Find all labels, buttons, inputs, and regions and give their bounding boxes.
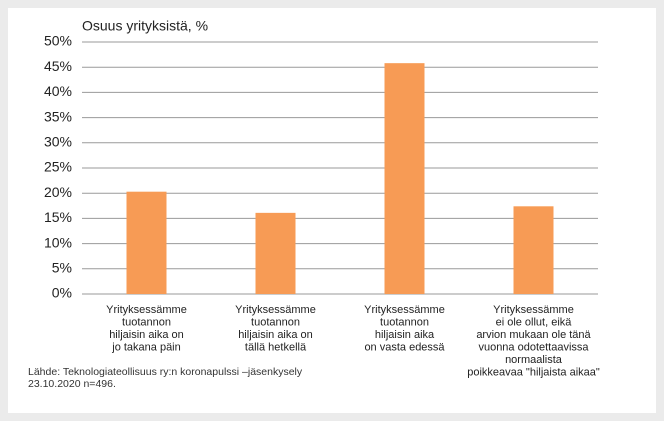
y-tick-label: 45% (44, 58, 72, 74)
source-note: 23.10.2020 n=496. (28, 378, 116, 390)
x-tick-label: Yrityksessämme tuotannon hiljaisin aika on … (364, 304, 445, 354)
x-tick-label-line: jo takana päin (111, 341, 181, 353)
x-tick-label-line: vuonna odotettaavissa (478, 341, 589, 353)
y-tick-label: 15% (44, 209, 72, 225)
x-tick-label: Yrityksessämme ei ole ollut, eikä arvion m… (467, 304, 600, 379)
y-tick-label: 0% (52, 285, 72, 301)
x-tick-label-line: hiljaisin aika on (109, 329, 184, 341)
x-tick-label-line: ei ole ollut, eikä (496, 316, 573, 328)
source-note: Lähde: Teknologiateollisuus ry:n koronap… (28, 366, 303, 378)
x-tick-label-line: on vasta edessä (364, 341, 445, 353)
y-tick-label: 50% (44, 33, 72, 49)
y-tick-label: 25% (44, 159, 72, 175)
x-tick-label-line: Yrityksessämme (106, 304, 187, 316)
x-tick-label-line: tuotannon (251, 316, 300, 328)
x-tick-label-line: Yrityksessämme (364, 304, 445, 316)
y-tick-label: 35% (44, 108, 72, 124)
x-tick-label-line: hiljaisin aika (375, 329, 435, 341)
x-tick-label-line: tuotannon (380, 316, 429, 328)
bar (384, 63, 425, 294)
y-tick-label: 40% (44, 83, 72, 99)
x-tick-label-line: normaalista (505, 354, 563, 366)
x-tick-label-line: Yrityksessämme (235, 304, 316, 316)
x-tick-label-line: tuotannon (122, 316, 171, 328)
x-tick-label-line: tällä hetkellä (245, 341, 307, 353)
x-tick-label-line: poikkeavaa "hiljaista aikaa" (467, 366, 600, 378)
x-tick-label-line: Yrityksessämme (493, 304, 574, 316)
x-tick-label-line: hiljaisin aika on (238, 329, 313, 341)
y-tick-label: 20% (44, 184, 72, 200)
y-axis-label: Osuus yrityksistä, % (82, 18, 208, 34)
y-tick-label: 30% (44, 134, 72, 150)
x-tick-label: Yrityksessämme tuotannon hiljaisin aika on… (106, 304, 187, 354)
x-tick-label-line: arvion mukaan ole tänä (476, 329, 591, 341)
bar (126, 191, 167, 294)
bar (255, 212, 296, 294)
y-tick-label: 10% (44, 234, 72, 250)
x-tick-label: Yrityksessämme tuotannon hiljaisin aika on… (235, 304, 316, 354)
bar (513, 206, 554, 294)
y-tick-label: 5% (52, 260, 72, 276)
